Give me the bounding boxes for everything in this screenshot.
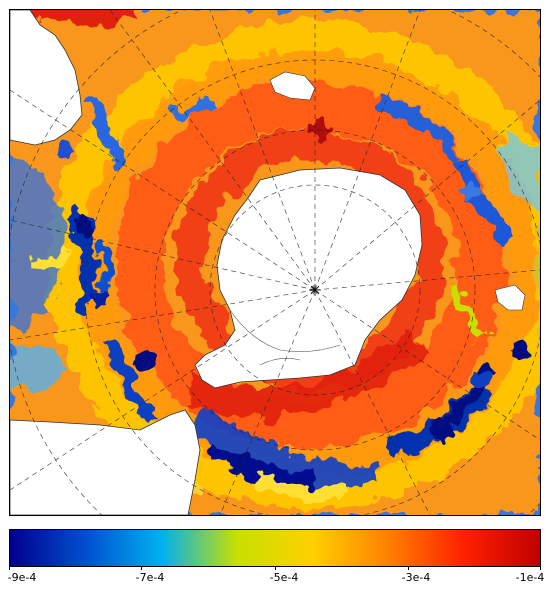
colorbar-tick	[141, 566, 142, 570]
south-america-land	[10, 10, 83, 146]
southern-ocean-map	[9, 9, 541, 516]
colorbar-tick-label: -7e-4	[135, 571, 165, 584]
colorbar-tick	[9, 566, 10, 570]
colorbar-tick	[408, 566, 409, 570]
map-canvas	[10, 10, 540, 515]
tasmania-land	[494, 284, 526, 311]
colorbar-tick	[540, 566, 541, 570]
colorbar-tick	[275, 566, 276, 570]
kerguelen-land	[269, 71, 316, 101]
south-pole-marker	[309, 284, 321, 296]
colorbar-tick-label: -5e-4	[269, 571, 299, 584]
colorbar-tick-label: -1e-4	[515, 571, 545, 584]
antarctica-land	[194, 167, 423, 389]
colorbar	[9, 529, 541, 567]
antarctic-coastline-detail	[229, 309, 341, 366]
graticule	[10, 10, 540, 515]
colorbar-tick-label: -9e-4	[7, 571, 37, 584]
colorbar-tick-label: -3e-4	[401, 571, 431, 584]
africa-land	[10, 409, 201, 515]
